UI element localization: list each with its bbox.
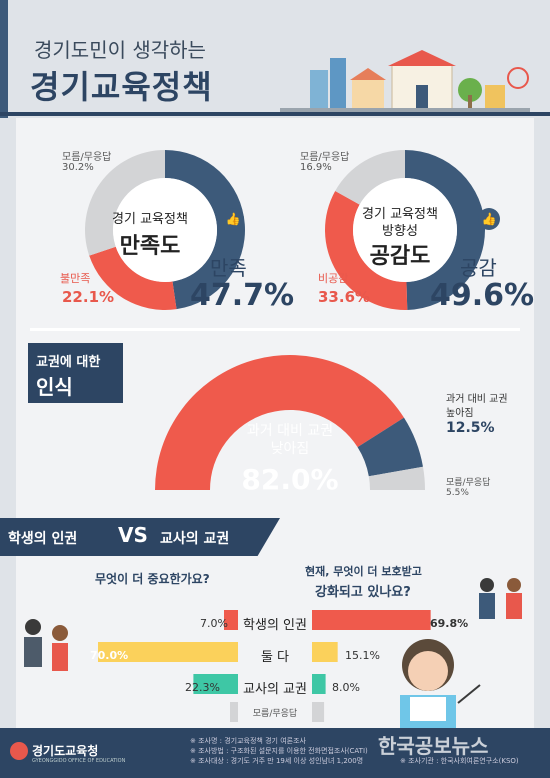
section-badge-rights: 교권에 대한 인식 <box>28 343 123 403</box>
slice-dissatisfied <box>89 246 177 310</box>
donut2-center-line1: 경기 교육정책 <box>362 207 438 222</box>
row-label-both: 둘 다 <box>260 650 290 665</box>
bar-right-0 <box>312 610 431 630</box>
right-val-teacher: 8.0% <box>332 681 360 694</box>
gauge-navy-label-2: 높아짐 <box>446 408 474 419</box>
donut1-center-line1: 경기 교육정책 <box>112 212 188 227</box>
gauge-red-label-1: 과거 대비 교권 <box>246 423 334 439</box>
compare-bars <box>98 610 431 722</box>
donut-center <box>113 178 217 282</box>
gauge-section-line2: 인식 <box>36 375 73 399</box>
gauge-red-pct: 82.0% <box>241 463 339 496</box>
compare-question-right-2: 강화되고 있나요? <box>315 585 411 600</box>
compare-question-left: 무엇이 더 중요한가요? <box>95 572 210 586</box>
donut2-main-label: 공감 <box>460 256 497 280</box>
bar-right-2 <box>312 674 326 694</box>
row-label-unknown: 모름/무응답 <box>252 709 298 719</box>
donut-empathy <box>325 150 486 310</box>
compare-question-right-1: 현재, 무엇이 더 보호받고 <box>305 565 422 578</box>
people-illustration-left <box>24 619 68 671</box>
donut2-gray-label: 모름/무응답 <box>300 152 350 163</box>
bar-left-2 <box>193 674 238 694</box>
watermark: 한국공보뉴스 <box>378 734 489 758</box>
donut2-red-label: 비공감 <box>318 272 349 285</box>
row-label-student: 학생의 인권 <box>243 618 307 633</box>
gauge-gray-pct: 5.5% <box>446 488 469 498</box>
section-divider <box>30 328 520 331</box>
bar-left-1 <box>98 642 238 662</box>
gauge-gray-label: 모름/무응답 <box>446 478 491 488</box>
gauge-red-label-2: 낮아짐 <box>270 441 310 457</box>
footer-org: 경기도교육청 <box>32 744 99 758</box>
gauge-section-line1: 교권에 대한 <box>36 355 101 370</box>
gauge-chart <box>155 355 425 490</box>
gauge-navy-pct: 12.5% <box>446 420 495 436</box>
donut2-main-pct: 49.6% <box>430 278 535 313</box>
header-accent-bar <box>0 0 8 118</box>
donut1-red-pct: 22.1% <box>62 288 115 306</box>
bar-left-3 <box>230 702 238 722</box>
donut-satisfaction <box>84 150 245 310</box>
gauge-seg-unknown <box>368 466 425 490</box>
bar-right-3 <box>312 702 325 722</box>
footer-line2: ※ 조사방법 : 구조화된 설문지를 이용한 전화면접조사(CATI) <box>190 747 368 755</box>
thumbs-up-icon: 👍 <box>222 208 244 230</box>
slice-unknown <box>335 150 405 205</box>
footer-line4: ※ 조사기관 : 한국사회여론연구소(KSO) <box>400 757 519 765</box>
donut1-main-label: 만족 <box>210 256 247 280</box>
compare-title-right: 교사의 교권 <box>160 531 230 547</box>
footer-line1: ※ 조사명 : 경기교육정책 경기 여론조사 <box>190 737 306 745</box>
right-val-both: 15.1% <box>345 649 380 662</box>
footer <box>0 728 550 778</box>
bar-left-0 <box>224 610 238 630</box>
donut2-red-pct: 33.6% <box>318 288 371 306</box>
slice-unknown <box>84 150 165 256</box>
gauge-seg-higher <box>357 417 423 477</box>
left-val-teacher: 22.3% <box>185 681 220 694</box>
header-rule <box>0 112 550 116</box>
donut2-center-line3: 공감도 <box>369 244 431 269</box>
compare-title-left: 학생의 인권 <box>8 531 78 547</box>
gauge-navy-label-1: 과거 대비 교권 <box>446 394 508 405</box>
donut1-main-pct: 47.7% <box>190 278 295 313</box>
footer-line3: ※ 조사대상 : 경기도 거주 만 19세 이상 성인남녀 1,200명 <box>190 757 364 765</box>
left-val-both: 70.0% <box>90 649 129 662</box>
left-val-student: 7.0% <box>200 617 228 630</box>
row-label-teacher: 교사의 교권 <box>243 682 307 697</box>
donut1-gray-pct: 30.2% <box>62 162 94 173</box>
bar-right-1 <box>312 642 338 662</box>
header: 경기도민이 생각하는 경기교육정책 <box>0 0 550 118</box>
city-illustration <box>280 50 530 112</box>
org-logo-icon <box>10 742 28 760</box>
thumbs-up-icon: 👍 <box>478 208 500 230</box>
compare-title-bar <box>0 518 280 556</box>
donut2-gray-pct: 16.9% <box>300 162 332 173</box>
slice-agree <box>405 150 486 310</box>
header-subtitle: 경기도민이 생각하는 <box>34 38 206 62</box>
donut-center <box>353 178 457 282</box>
right-val-student: 69.8% <box>430 617 469 630</box>
donut1-red-label: 불만족 <box>60 272 91 285</box>
footer-org-sub: GYEONGGIDO OFFICE OF EDUCATION <box>32 758 126 764</box>
gauge-seg-lower <box>155 355 404 490</box>
slice-disagree <box>325 190 408 310</box>
donut1-center-line2: 만족도 <box>119 234 181 259</box>
slice-satisfied <box>165 150 245 310</box>
header-title: 경기교육정책 <box>30 68 213 106</box>
compare-vs: VS <box>118 523 148 547</box>
people-illustration-right <box>479 578 522 619</box>
donut1-gray-label: 모름/무응답 <box>62 152 112 163</box>
donut2-center-line2: 방향성 <box>382 224 418 239</box>
